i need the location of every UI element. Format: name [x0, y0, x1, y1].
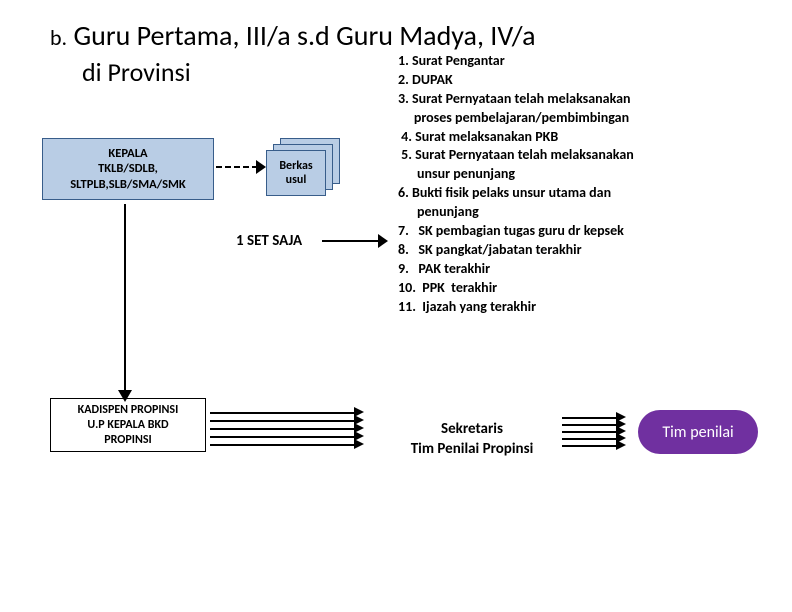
kepala-line3: SLTPLB,SLB/SMA/SMK [70, 177, 186, 193]
requirement-line: 9. PAK terakhir [398, 260, 768, 279]
berkas-stack: Berkas usul [266, 138, 340, 196]
sekretaris-line2: Tim Penilai Propinsi [382, 440, 562, 460]
sekretaris-line1: Sekretaris [382, 420, 562, 440]
berkas-line2: usul [279, 173, 312, 187]
arrow-to-list-head [378, 234, 388, 248]
kepala-line1: KEPALA [70, 146, 186, 162]
one-set-label: 1 SET SAJA [236, 232, 302, 250]
requirement-line: 1. Surat Pengantar [398, 52, 768, 71]
arrow-multi-2 [562, 414, 632, 450]
kadispen-line1: KADISPEN PROPINSI [78, 403, 179, 418]
requirements-list: 1. Surat Pengantar2. DUPAK3. Surat Perny… [398, 52, 768, 316]
arrow-multi-1 [210, 408, 370, 448]
kadispen-line2: U.P KEPALA BKD [78, 418, 179, 433]
berkas-card-front: Berkas usul [266, 150, 326, 196]
page-title: b. Guru Pertama, III/a s.d Guru Madya, I… [50, 18, 536, 53]
berkas-line1: Berkas [279, 159, 312, 173]
requirement-line: proses pembelajaran/pembimbingan [398, 109, 768, 128]
requirement-line: 8. SK pangkat/jabatan terakhir [398, 241, 768, 260]
kadispen-box: KADISPEN PROPINSI U.P KEPALA BKD PROPINS… [50, 398, 206, 452]
title-main: Guru Pertama, III/a s.d Guru Madya, IV/a [73, 18, 535, 53]
kepala-line2: TKLB/SDLB, [70, 161, 186, 177]
requirement-line: penunjang [398, 203, 768, 222]
requirement-line: 5. Surat Pernyataan telah melaksanakan [398, 146, 768, 165]
requirement-line: 3. Surat Pernyataan telah melaksanakan [398, 90, 768, 109]
requirement-line: 2. DUPAK [398, 71, 768, 90]
page-subtitle: di Provinsi [82, 56, 191, 88]
sekretaris-label: Sekretaris Tim Penilai Propinsi [382, 420, 562, 459]
kepala-box: KEPALA TKLB/SDLB, SLTPLB,SLB/SMA/SMK [42, 138, 214, 200]
arrow-down [124, 204, 126, 392]
tim-penilai-pill: Tim penilai [638, 410, 758, 454]
requirement-line: 10. PPK terakhir [398, 279, 768, 298]
requirement-line: 7. SK pembagian tugas guru dr kepsek [398, 222, 768, 241]
tim-penilai-label: Tim penilai [662, 423, 733, 442]
arrow-dashed [216, 166, 258, 168]
requirement-line: unsur penunjang [398, 165, 768, 184]
arrow-dashed-head [256, 160, 266, 174]
kadispen-line3: PROPINSI [78, 433, 179, 448]
requirement-line: 4. Surat melaksanakan PKB [398, 128, 768, 147]
arrow-to-list [322, 240, 380, 242]
arrow-down-head [118, 390, 132, 402]
requirement-line: 6. Bukti fisik pelaks unsur utama dan [398, 184, 768, 203]
title-prefix: b. [50, 24, 67, 51]
requirement-line: 11. Ijazah yang terakhir [398, 298, 768, 317]
